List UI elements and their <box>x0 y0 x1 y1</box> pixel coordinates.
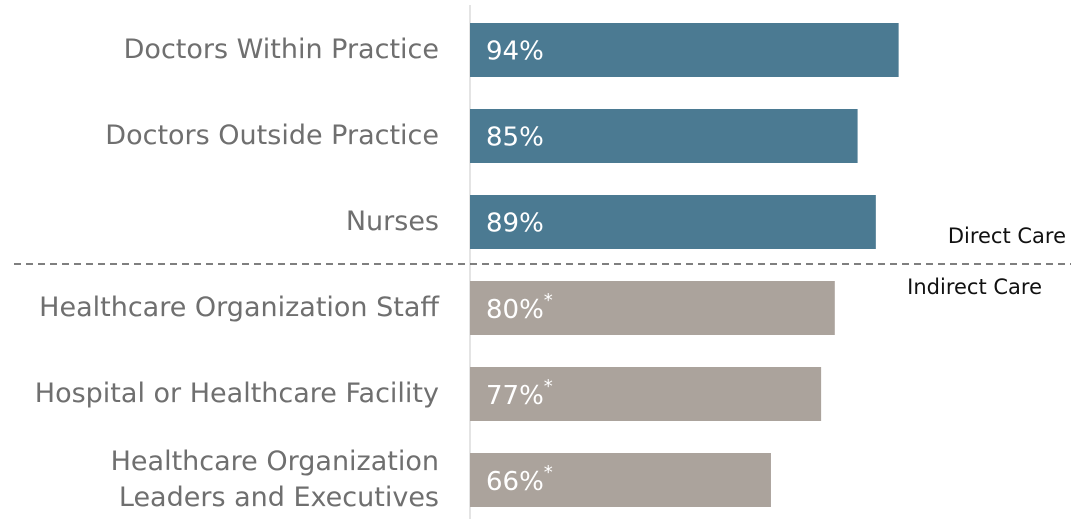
value-label: 94% <box>486 37 544 67</box>
category-label: Nurses <box>345 206 439 237</box>
bar <box>470 367 822 421</box>
value-label: 80%* <box>486 290 553 325</box>
category-label: Hospital or Healthcare Facility <box>34 378 439 409</box>
bar <box>470 195 876 249</box>
category-label: Doctors Outside Practice <box>105 120 439 151</box>
value-label: 89% <box>486 209 544 239</box>
annotation: Indirect Care <box>907 275 1042 299</box>
bar <box>470 109 858 163</box>
bar <box>470 281 835 335</box>
value-label: 66%* <box>486 462 553 497</box>
category-label: Healthcare Organization Staff <box>39 292 439 323</box>
bar <box>470 23 899 77</box>
annotation: Direct Care <box>948 224 1066 248</box>
value-label: 85% <box>486 123 544 153</box>
category-label: Healthcare Organization Leaders and Exec… <box>110 446 439 513</box>
category-label: Doctors Within Practice <box>123 34 439 65</box>
value-label: 77%* <box>486 376 553 411</box>
bar <box>470 453 771 507</box>
